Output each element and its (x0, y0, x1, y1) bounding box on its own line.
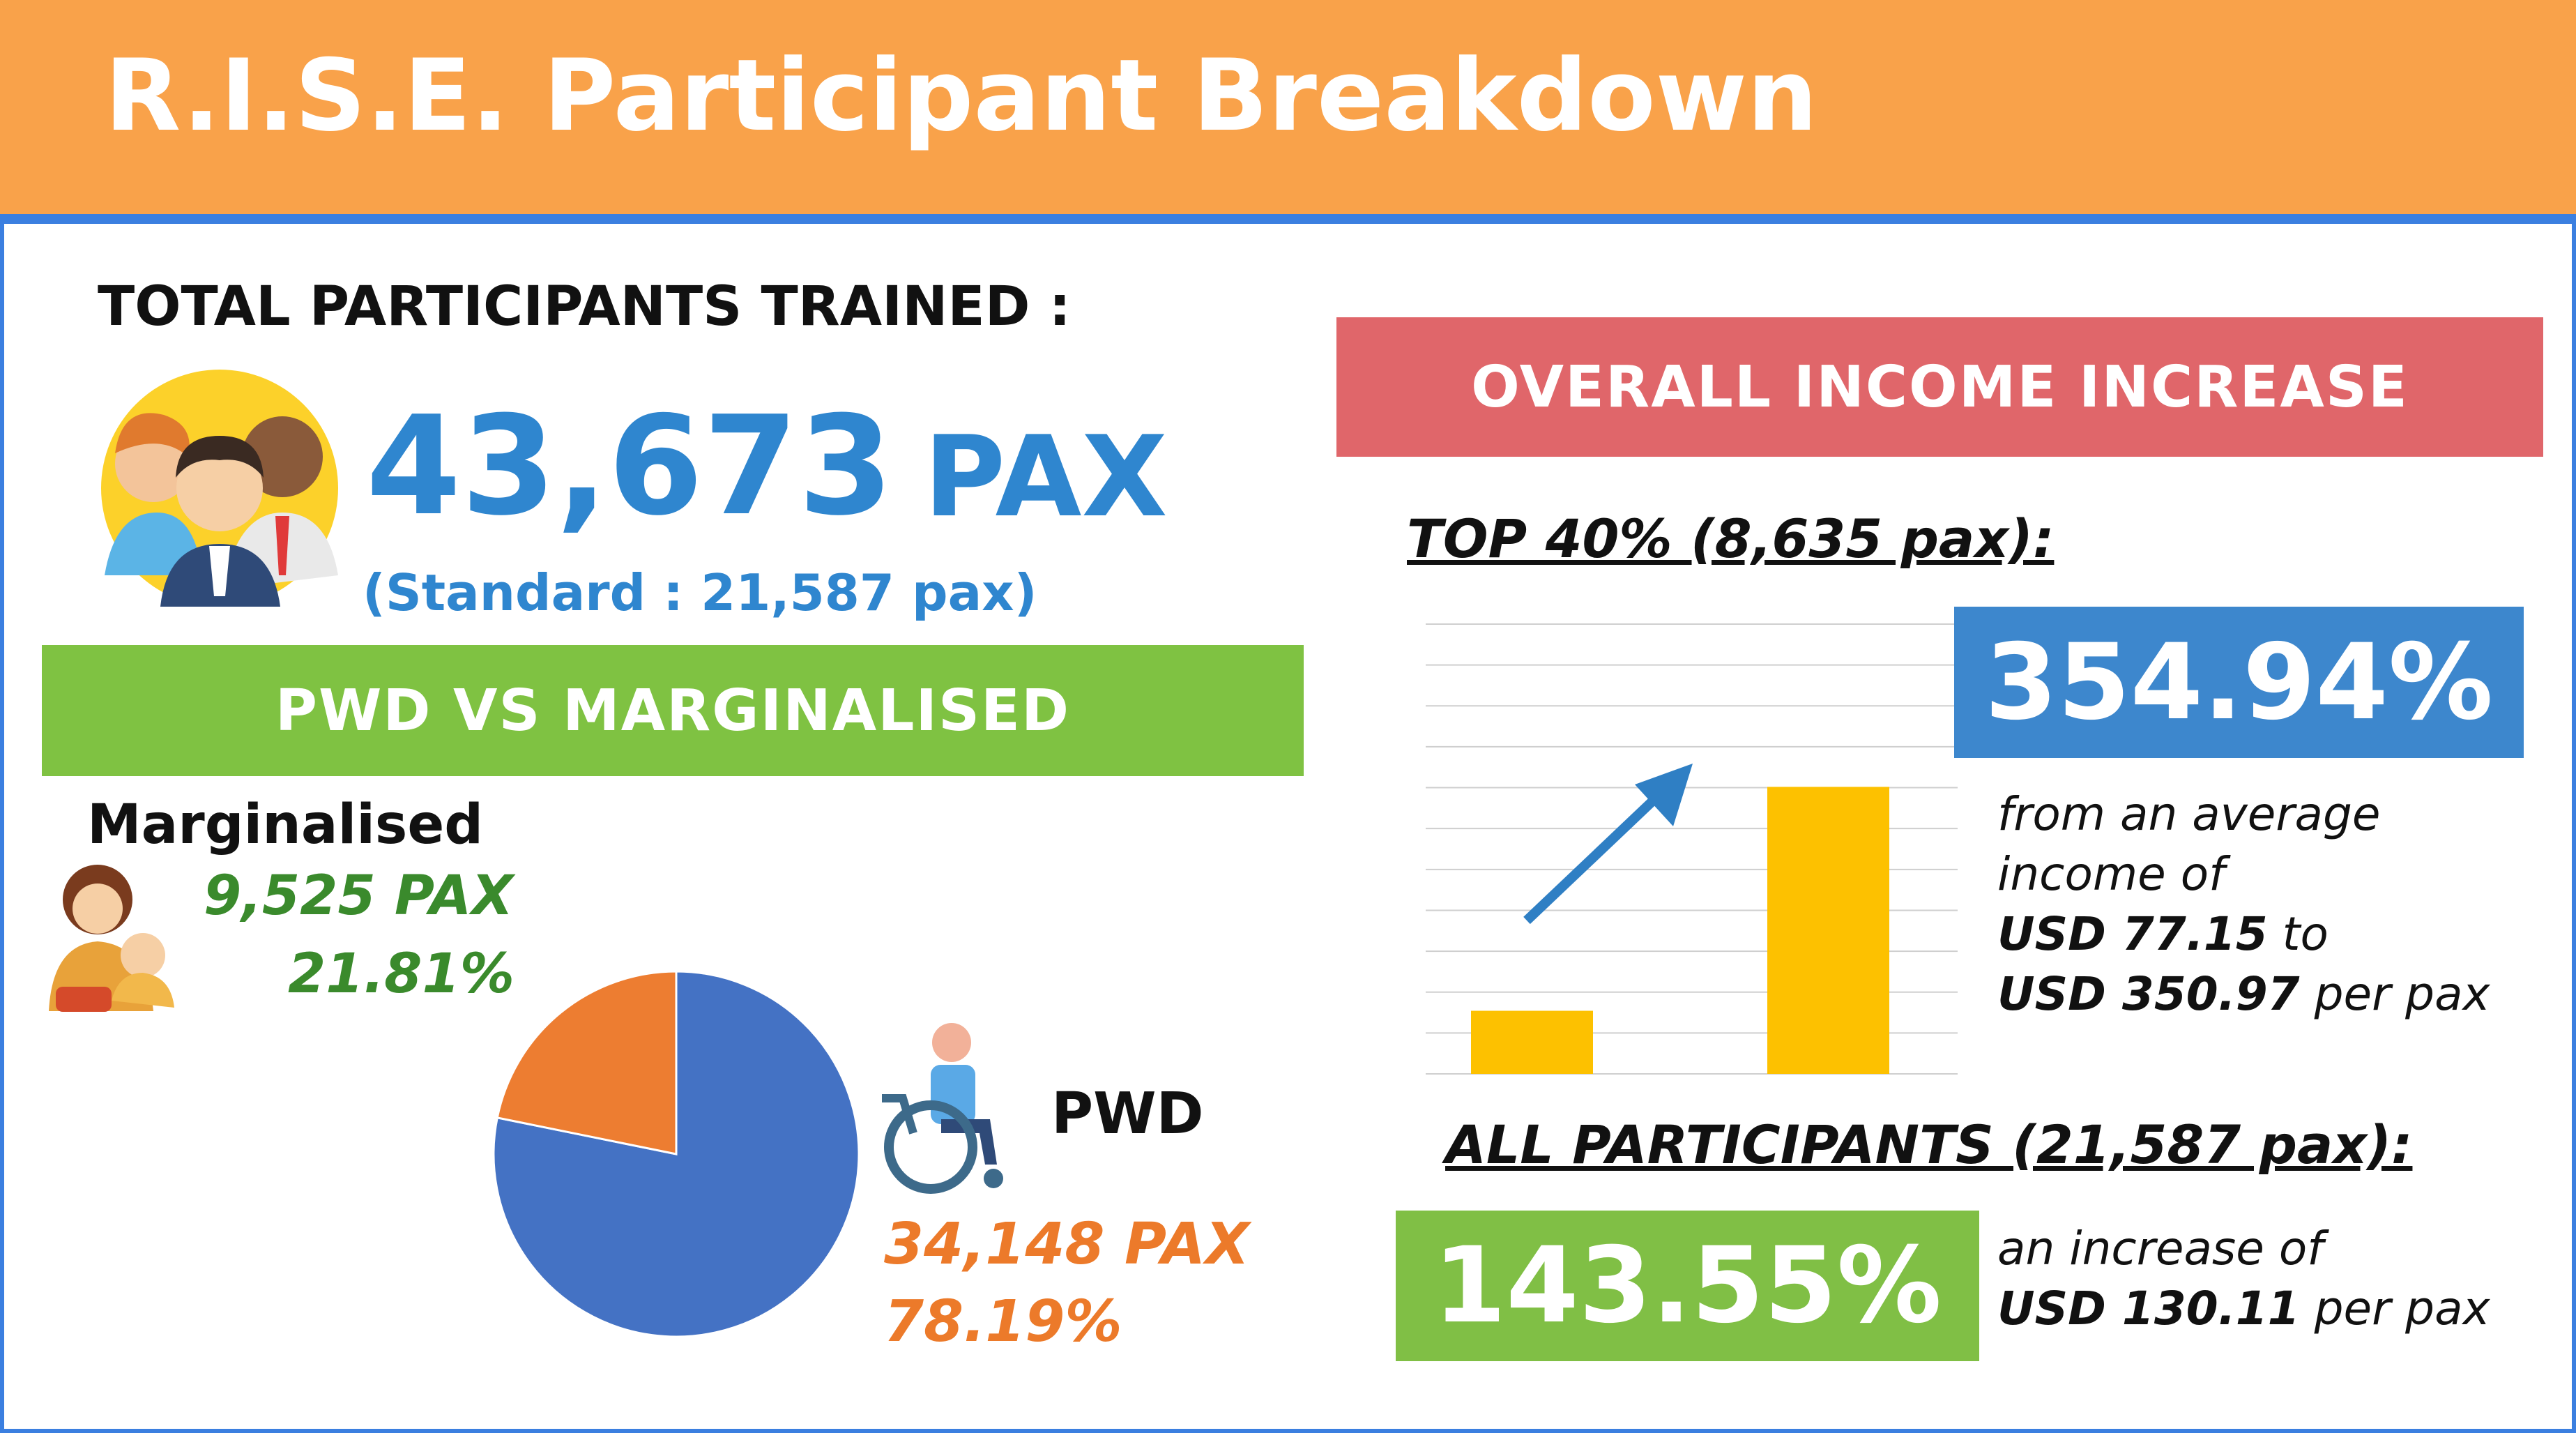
mother-child-icon (49, 865, 174, 1012)
all-participants-label: ALL PARTICIPANTS (21,587 pax): (1445, 1114, 2413, 1176)
all-percent-badge: 143.55% (1396, 1211, 1979, 1361)
all-per-pax: per pax (2314, 1282, 2490, 1335)
top40-desc-line3: USD 77.15 to (1997, 904, 2490, 964)
all-increase-value: USD 130.11 (1997, 1282, 2300, 1335)
pwd-pax: 34,148 PAX (884, 1211, 1250, 1277)
pwd-vs-marginalised-banner: PWD VS MARGINALISED (42, 645, 1304, 776)
top40-desc-line2: income of (1997, 847, 2225, 901)
pie-slice-marginalised (496, 970, 678, 1155)
top40-label: TOP 40% (8,635 pax): (1407, 508, 2055, 570)
bar-before (1471, 1010, 1593, 1074)
marginalised-pax: 9,525 PAX (204, 865, 514, 927)
top40-per-pax: per pax (2314, 967, 2490, 1021)
pwd-percent: 78.19% (884, 1289, 1122, 1355)
top40-to-value: USD 350.97 (1997, 967, 2300, 1021)
top40-from-value: USD 77.15 (1997, 907, 2268, 961)
wheelchair-icon (882, 1023, 1003, 1194)
total-participants-unit: PAX (924, 411, 1168, 542)
people-group-icon (101, 370, 338, 607)
total-participants-title: TOTAL PARTICIPANTS TRAINED : (98, 275, 1071, 338)
all-desc-line1: an increase of (1997, 1222, 2324, 1275)
all-description: an increase of USD 130.11 per pax (1997, 1219, 2490, 1339)
all-desc-line2: USD 130.11 per pax (1997, 1279, 2490, 1339)
top40-desc-line4: USD 350.97 per pax (1997, 964, 2490, 1024)
top40-to-word: to (2282, 907, 2329, 961)
pie-slice-pwd (492, 970, 860, 1338)
marginalised-label: Marginalised (87, 794, 484, 856)
pwd-marginalised-pie-chart (492, 970, 860, 1338)
top40-percent-badge: 354.94% (1954, 607, 2524, 758)
overall-income-increase-banner: OVERALL INCOME INCREASE (1336, 317, 2543, 457)
income-bar-chart (1426, 623, 1958, 1075)
marginalised-percent: 21.81% (288, 943, 515, 1006)
standard-participants: (Standard : 21,587 pax) (363, 563, 1037, 622)
top40-desc-line1: from an average (1997, 787, 2381, 841)
bar-after (1767, 787, 1889, 1074)
pwd-label: PWD (1051, 1081, 1204, 1147)
trend-arrow-head (1635, 764, 1693, 826)
top40-description: from an average income of USD 77.15 to U… (1997, 784, 2490, 1024)
trend-arrow-shaft (1523, 787, 1666, 925)
header-banner: R.I.S.E. Participant Breakdown (0, 0, 2576, 214)
page-title: R.I.S.E. Participant Breakdown (105, 38, 1817, 153)
total-participants-value: 43,673 (366, 387, 894, 546)
